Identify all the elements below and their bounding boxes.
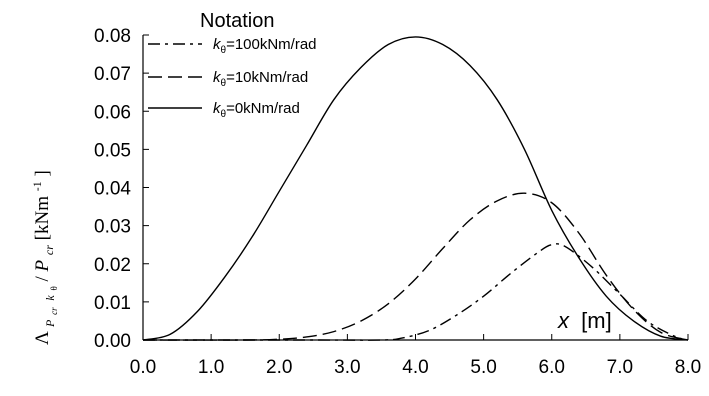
legend-label: kθ=0kNm/rad	[213, 100, 300, 120]
x-tick-label: 4.0	[402, 357, 428, 378]
x-tick-label: 7.0	[607, 357, 633, 378]
legend: Notation kθ=100kNm/rad kθ=10kNm/rad kθ=0kN…	[148, 10, 317, 120]
legend-entry-dashed: kθ=10kNm/rad	[148, 69, 308, 89]
legend-entry-solid: kθ=0kNm/rad	[148, 100, 300, 120]
y-tick-label: 0.06	[94, 102, 131, 123]
y-tick-label: 0.08	[94, 26, 131, 47]
y-tick-label: 0.02	[94, 255, 131, 276]
x-tick-label: 0.0	[130, 357, 156, 378]
y-tick-label: 0.04	[94, 179, 131, 200]
y-tick-label: 0.01	[94, 293, 131, 314]
series-line-dashed	[142, 192, 689, 341]
legend-entry-dashdot: kθ=100kNm/rad	[148, 36, 317, 56]
series-lines	[142, 36, 689, 341]
y-tick-label: 0.05	[94, 140, 131, 161]
x-tick-label: 1.0	[198, 357, 224, 378]
tick-labels: 0.0 1.0 2.0 3.0 4.0 5.0 6.0 7.0 8.0 0.00 0.01 0.02 0…	[94, 26, 701, 378]
y-tick-label: 0.03	[94, 217, 131, 238]
x-tick-label: 3.0	[334, 357, 360, 378]
y-tick-label: 0.07	[94, 64, 131, 85]
x-tick-label: 8.0	[675, 357, 701, 378]
x-tick-label: 2.0	[266, 357, 292, 378]
y-axis-label: Λ P cr k θ / P cr [kNm -1 ]	[25, 170, 62, 345]
legend-label: kθ=10kNm/rad	[213, 69, 308, 89]
x-tick-label: 6.0	[539, 357, 565, 378]
x-tick-label: 5.0	[470, 357, 496, 378]
series-line-solid	[142, 36, 689, 341]
y-tick-label: 0.00	[94, 331, 131, 352]
x-axis-label: x [m]	[557, 308, 612, 333]
legend-label: kθ=100kNm/rad	[213, 36, 317, 56]
legend-title: Notation	[200, 10, 275, 32]
